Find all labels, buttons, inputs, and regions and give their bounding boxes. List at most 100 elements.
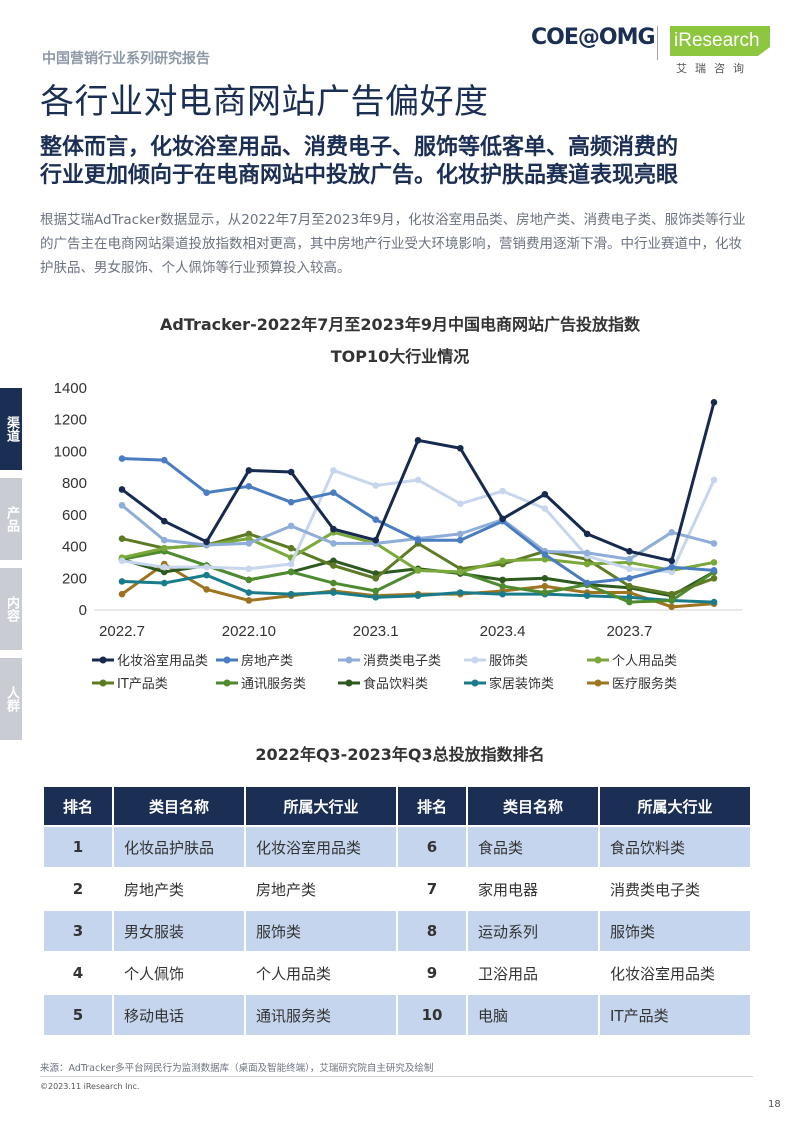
coe-omg-logo: COE@OMG bbox=[531, 25, 656, 50]
data-point bbox=[118, 590, 126, 598]
category-cell: 化妆品护肤品 bbox=[114, 827, 244, 867]
category-cell: 卫浴用品 bbox=[468, 953, 598, 993]
data-point bbox=[414, 476, 422, 484]
data-point bbox=[668, 529, 676, 536]
rank-cell: 8 bbox=[398, 911, 466, 951]
category-cell: 男女服装 bbox=[114, 911, 244, 951]
data-point bbox=[372, 516, 380, 523]
data-point bbox=[710, 598, 718, 606]
data-point bbox=[710, 559, 718, 566]
data-point bbox=[668, 590, 676, 598]
data-point bbox=[160, 568, 168, 576]
data-point bbox=[287, 568, 295, 576]
data-point bbox=[372, 536, 380, 544]
data-point bbox=[626, 555, 633, 563]
data-point bbox=[710, 574, 718, 582]
data-point bbox=[541, 555, 549, 563]
legend-swatch-marker bbox=[471, 656, 479, 664]
data-point bbox=[668, 557, 676, 565]
data-point bbox=[203, 586, 210, 593]
legend-swatch-marker bbox=[345, 656, 353, 664]
data-point bbox=[245, 467, 253, 474]
data-point bbox=[330, 467, 337, 474]
x-tick-label: 2023.4 bbox=[480, 623, 526, 640]
data-point bbox=[287, 498, 295, 506]
industry-cell: 化妆浴室用品类 bbox=[600, 953, 750, 993]
rank-cell: 1 bbox=[44, 827, 112, 867]
rank-cell: 2 bbox=[44, 869, 112, 909]
data-point bbox=[541, 582, 549, 590]
side-tab-channel[interactable]: 渠道 bbox=[0, 388, 22, 470]
legend-swatch-marker bbox=[223, 679, 231, 687]
legend-label: IT产品类 bbox=[117, 677, 168, 692]
industry-cell: IT产品类 bbox=[600, 995, 750, 1035]
logo-divider bbox=[657, 26, 658, 60]
data-point bbox=[245, 540, 253, 547]
side-tab-product[interactable]: 产品 bbox=[0, 478, 22, 560]
data-point bbox=[456, 568, 464, 576]
industry-cell: 通讯服务类 bbox=[246, 995, 396, 1035]
data-point bbox=[330, 557, 337, 565]
legend-label: 个人用品类 bbox=[612, 654, 677, 669]
rank-cell: 3 bbox=[44, 911, 112, 951]
report-series-label: 中国营销行业系列研究报告 bbox=[42, 51, 210, 67]
data-point bbox=[160, 579, 168, 587]
legend-swatch-marker bbox=[223, 656, 231, 664]
ranking-table: 排名 类目名称 所属大行业 排名 类目名称 所属大行业 1 化妆品护肤品 化妆浴… bbox=[42, 785, 752, 1037]
y-tick-label: 400 bbox=[62, 539, 87, 556]
industry-cell: 房地产类 bbox=[246, 869, 396, 909]
data-point bbox=[456, 500, 464, 508]
page-number: 18 bbox=[768, 1099, 781, 1110]
data-point bbox=[287, 560, 295, 568]
data-point bbox=[203, 571, 210, 579]
page-title: 各行业对电商网站广告偏好度 bbox=[40, 82, 489, 122]
side-tab-audience[interactable]: 人群 bbox=[0, 658, 22, 740]
data-point bbox=[710, 476, 718, 484]
x-tick-label: 2022.7 bbox=[99, 623, 145, 640]
headline-line-2: 行业更加倾向于在电商网站中投放广告。化妆护肤品赛道表现亮眼 bbox=[40, 163, 679, 188]
data-point bbox=[160, 536, 168, 544]
y-tick-label: 1000 bbox=[54, 443, 87, 460]
copyright: ©2023.11 iResearch Inc. bbox=[40, 1082, 140, 1091]
data-point bbox=[626, 574, 633, 582]
source-note: 来源：AdTracker多平台网民行为监测数据库（桌面及智能终端），艾瑞研究院自… bbox=[40, 1063, 434, 1074]
industry-cell: 服饰类 bbox=[600, 911, 750, 951]
data-point bbox=[160, 544, 168, 552]
line-chart: 0 200 400 600 800 1000 1200 1400 2022.7 2022.10 20… bbox=[54, 380, 742, 692]
rank-cell: 7 bbox=[398, 869, 466, 909]
rank-cell: 4 bbox=[44, 953, 112, 993]
header-rank: 排名 bbox=[398, 787, 466, 825]
header-rank: 排名 bbox=[44, 787, 112, 825]
category-cell: 移动电话 bbox=[114, 995, 244, 1035]
table-row: 2 房地产类 房地产类 7 家用电器 消费类电子类 bbox=[44, 869, 750, 909]
data-point bbox=[668, 568, 676, 576]
chart-title-line-1: AdTracker-2022年7月至2023年9月中国电商网站广告投放指数 bbox=[159, 315, 641, 334]
category-cell: 家用电器 bbox=[468, 869, 598, 909]
iresearch-logo: iResearch bbox=[670, 26, 770, 56]
table-title: 2022年Q3-2023年Q3总投放指数排名 bbox=[255, 745, 545, 764]
data-point bbox=[203, 538, 210, 546]
data-point bbox=[626, 565, 633, 573]
data-point bbox=[203, 563, 210, 571]
side-tab-label: 渠道 bbox=[4, 416, 19, 442]
data-point bbox=[330, 525, 337, 533]
data-point bbox=[118, 557, 126, 565]
data-point bbox=[668, 603, 676, 611]
legend-swatch-marker bbox=[99, 656, 107, 664]
industry-cell: 消费类电子类 bbox=[600, 869, 750, 909]
legend-label: 化妆浴室用品类 bbox=[117, 653, 208, 669]
data-point bbox=[414, 437, 422, 444]
data-point bbox=[583, 592, 591, 600]
legend-swatch-marker bbox=[594, 679, 602, 687]
headline-line-1: 整体而言，化妆浴室用品、消费电子、服饰等低客单、高频消费的 bbox=[40, 135, 679, 160]
side-tab-content[interactable]: 内容 bbox=[0, 568, 22, 650]
series-line bbox=[121, 468, 716, 574]
data-point bbox=[668, 597, 676, 604]
data-point bbox=[330, 589, 337, 596]
data-point bbox=[541, 574, 549, 582]
legend-swatch-marker bbox=[345, 679, 353, 687]
data-point bbox=[456, 530, 464, 538]
category-cell: 运动系列 bbox=[468, 911, 598, 951]
data-point bbox=[626, 598, 633, 606]
data-point bbox=[245, 576, 253, 584]
